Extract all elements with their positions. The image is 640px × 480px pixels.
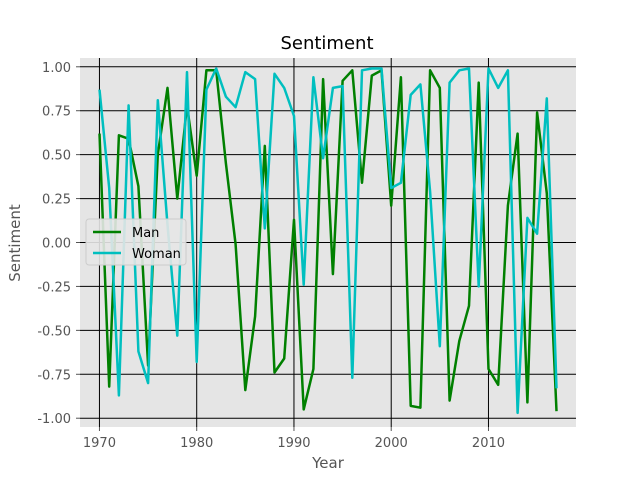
legend-label-woman: Woman [132,247,181,262]
x-axis-title: Year [311,454,345,472]
y-tick-label: 0.75 [42,105,71,120]
y-tick-label: 0.25 [42,193,71,208]
y-tick-label: -0.25 [37,280,71,295]
y-tick-label: 0.50 [42,149,71,164]
series-line-woman [98,67,558,415]
x-tick-label: 2010 [472,436,505,451]
y-tick-label: -0.50 [37,324,71,339]
x-tick-label: 1970 [83,436,116,451]
y-tick-label: -1.00 [37,412,71,427]
y-tick-label: -0.75 [37,368,71,383]
y-tick-label: 1.00 [42,61,71,76]
x-tick-label: 2000 [375,436,408,451]
x-tick-label: 1990 [277,436,310,451]
x-tick-label: 1980 [180,436,213,451]
series-lines [98,67,558,415]
y-axis-title: Sentiment [6,204,24,282]
axis-ticks: 1970 1980 1990 2000 2010 1.00 0.75 0.50 0.25 0.00… [37,61,505,451]
legend: Man Woman [85,218,187,266]
legend-label-man: Man [132,226,159,241]
series-line-man [98,69,558,412]
chart-title: Sentiment [280,33,373,54]
y-tick-label: 0.00 [42,237,71,252]
